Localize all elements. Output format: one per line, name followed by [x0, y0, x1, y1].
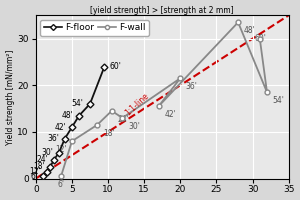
Text: 60': 60': [110, 62, 122, 71]
Title: [yield strength] > [strength at 2 mm]: [yield strength] > [strength at 2 mm]: [90, 6, 234, 15]
Text: 24': 24': [117, 115, 129, 124]
Text: 1:1-line: 1:1-line: [123, 91, 151, 117]
Text: 12': 12': [55, 145, 66, 154]
Text: 24': 24': [37, 155, 48, 164]
Text: 18': 18': [103, 129, 114, 138]
Y-axis label: Yield strength [mN/mm²]: Yield strength [mN/mm²]: [6, 49, 15, 145]
Text: 42': 42': [55, 123, 66, 132]
Text: 42': 42': [164, 110, 176, 119]
Text: 54': 54': [273, 96, 284, 105]
Text: 18': 18': [33, 162, 45, 171]
Text: 6': 6': [58, 180, 64, 189]
Text: 48': 48': [244, 26, 255, 35]
Text: 60': 60': [255, 34, 267, 43]
Text: 30': 30': [41, 148, 53, 157]
Text: 36': 36': [186, 82, 198, 91]
Text: 48': 48': [62, 111, 74, 120]
Text: 30': 30': [128, 122, 140, 131]
Text: 54': 54': [71, 99, 83, 108]
Text: 36': 36': [47, 134, 59, 143]
Text: 12': 12': [29, 167, 41, 176]
Text: 6': 6': [30, 172, 38, 181]
Legend: F-floor, F-wall: F-floor, F-wall: [40, 20, 149, 36]
